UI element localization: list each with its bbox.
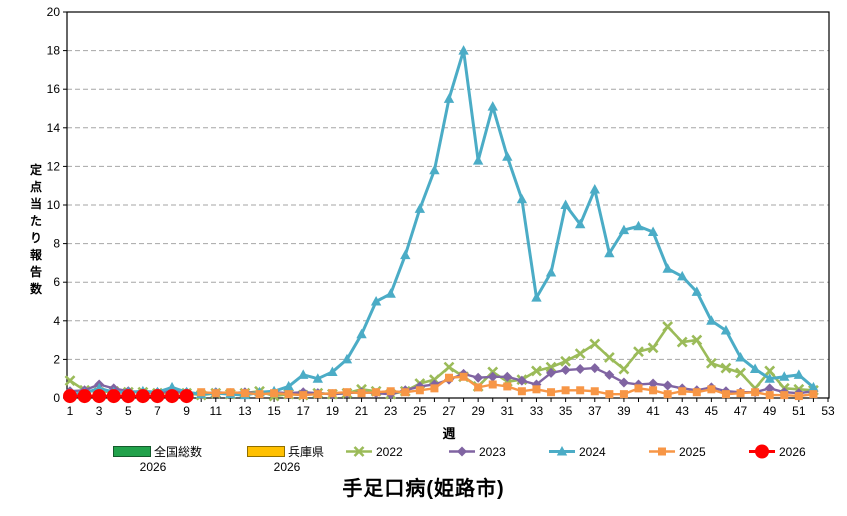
legend-marker-icon (549, 446, 575, 456)
legend-label: 2025 (679, 444, 706, 459)
legend-label: 2024 (579, 444, 606, 459)
legend-item-兵庫県: 兵庫県 2026 (247, 444, 327, 474)
x-tick-label: 27 (442, 404, 456, 418)
y-tick-label: 18 (47, 44, 61, 58)
legend-label: 2023 (479, 444, 506, 459)
y-tick-label: 0 (53, 391, 60, 405)
x-tick-label: 45 (705, 404, 719, 418)
x-tick-label: 37 (588, 404, 602, 418)
legend-sublabel: 2026 (273, 460, 301, 474)
legend-marker-icon (749, 444, 775, 459)
legend-marker-icon (449, 446, 475, 457)
x-tick-label: 53 (821, 404, 835, 418)
x-tick-label: 49 (763, 404, 777, 418)
x-tick-label: 5 (125, 404, 132, 418)
legend-item-2026: 2026 (748, 444, 806, 474)
legend-marker-icon (346, 446, 372, 457)
legend-swatch-icon (113, 446, 151, 457)
legend-sublabel: 2026 (139, 460, 167, 474)
y-tick-label: 6 (53, 275, 60, 289)
x-tick-label: 19 (326, 404, 340, 418)
series-2024 (64, 45, 819, 400)
x-tick-label: 9 (183, 404, 190, 418)
legend-label: 2026 (779, 444, 806, 459)
legend-swatch-icon (247, 446, 285, 457)
legend-item-2024: 2024 (548, 444, 606, 474)
y-axis-title: 定点当たり報告数 (29, 163, 42, 296)
x-tick-label: 35 (559, 404, 573, 418)
legend-item-2022: 2022 (345, 444, 403, 474)
x-axis-title: 週 (442, 426, 456, 441)
x-tick-label: 47 (734, 404, 748, 418)
y-tick-label: 2 (53, 352, 60, 366)
legend-marker-icon (649, 447, 675, 456)
legend-item-全国総数: 全国総数 2026 (113, 444, 202, 474)
legend-label: 全国総数 (154, 445, 203, 459)
x-tick-label: 31 (501, 404, 515, 418)
legend-item-2025: 2025 (648, 444, 706, 474)
y-tick-label: 12 (47, 159, 61, 173)
legend-label: 2022 (376, 444, 403, 459)
y-tick-label: 4 (53, 314, 60, 328)
x-tick-label: 7 (154, 404, 161, 418)
x-tick-label: 29 (471, 404, 485, 418)
x-tick-label: 51 (792, 404, 806, 418)
x-tick-label: 3 (96, 404, 103, 418)
x-tick-label: 11 (210, 404, 223, 418)
x-tick-label: 13 (238, 404, 252, 418)
y-tick-label: 20 (47, 5, 61, 19)
series-2025 (197, 372, 818, 401)
y-tick-label: 10 (47, 198, 61, 212)
x-tick-label: 1 (67, 404, 74, 418)
y-tick-label: 14 (47, 121, 61, 135)
x-tick-label: 39 (617, 404, 631, 418)
y-tick-label: 8 (53, 237, 60, 251)
x-tick-label: 43 (676, 404, 690, 418)
x-tick-label: 41 (646, 404, 660, 418)
legend-item-2023: 2023 (448, 444, 506, 474)
x-tick-label: 33 (530, 404, 544, 418)
chart-title: 手足口病(姫路市) (342, 478, 505, 500)
y-tick-label: 16 (47, 82, 61, 96)
legend-label: 兵庫県 (288, 445, 325, 459)
x-tick-label: 17 (297, 404, 311, 418)
x-tick-label: 15 (267, 404, 281, 418)
series-2026 (63, 389, 194, 404)
x-tick-label: 23 (384, 404, 398, 418)
x-tick-label: 25 (413, 404, 427, 418)
x-tick-label: 21 (355, 404, 369, 418)
